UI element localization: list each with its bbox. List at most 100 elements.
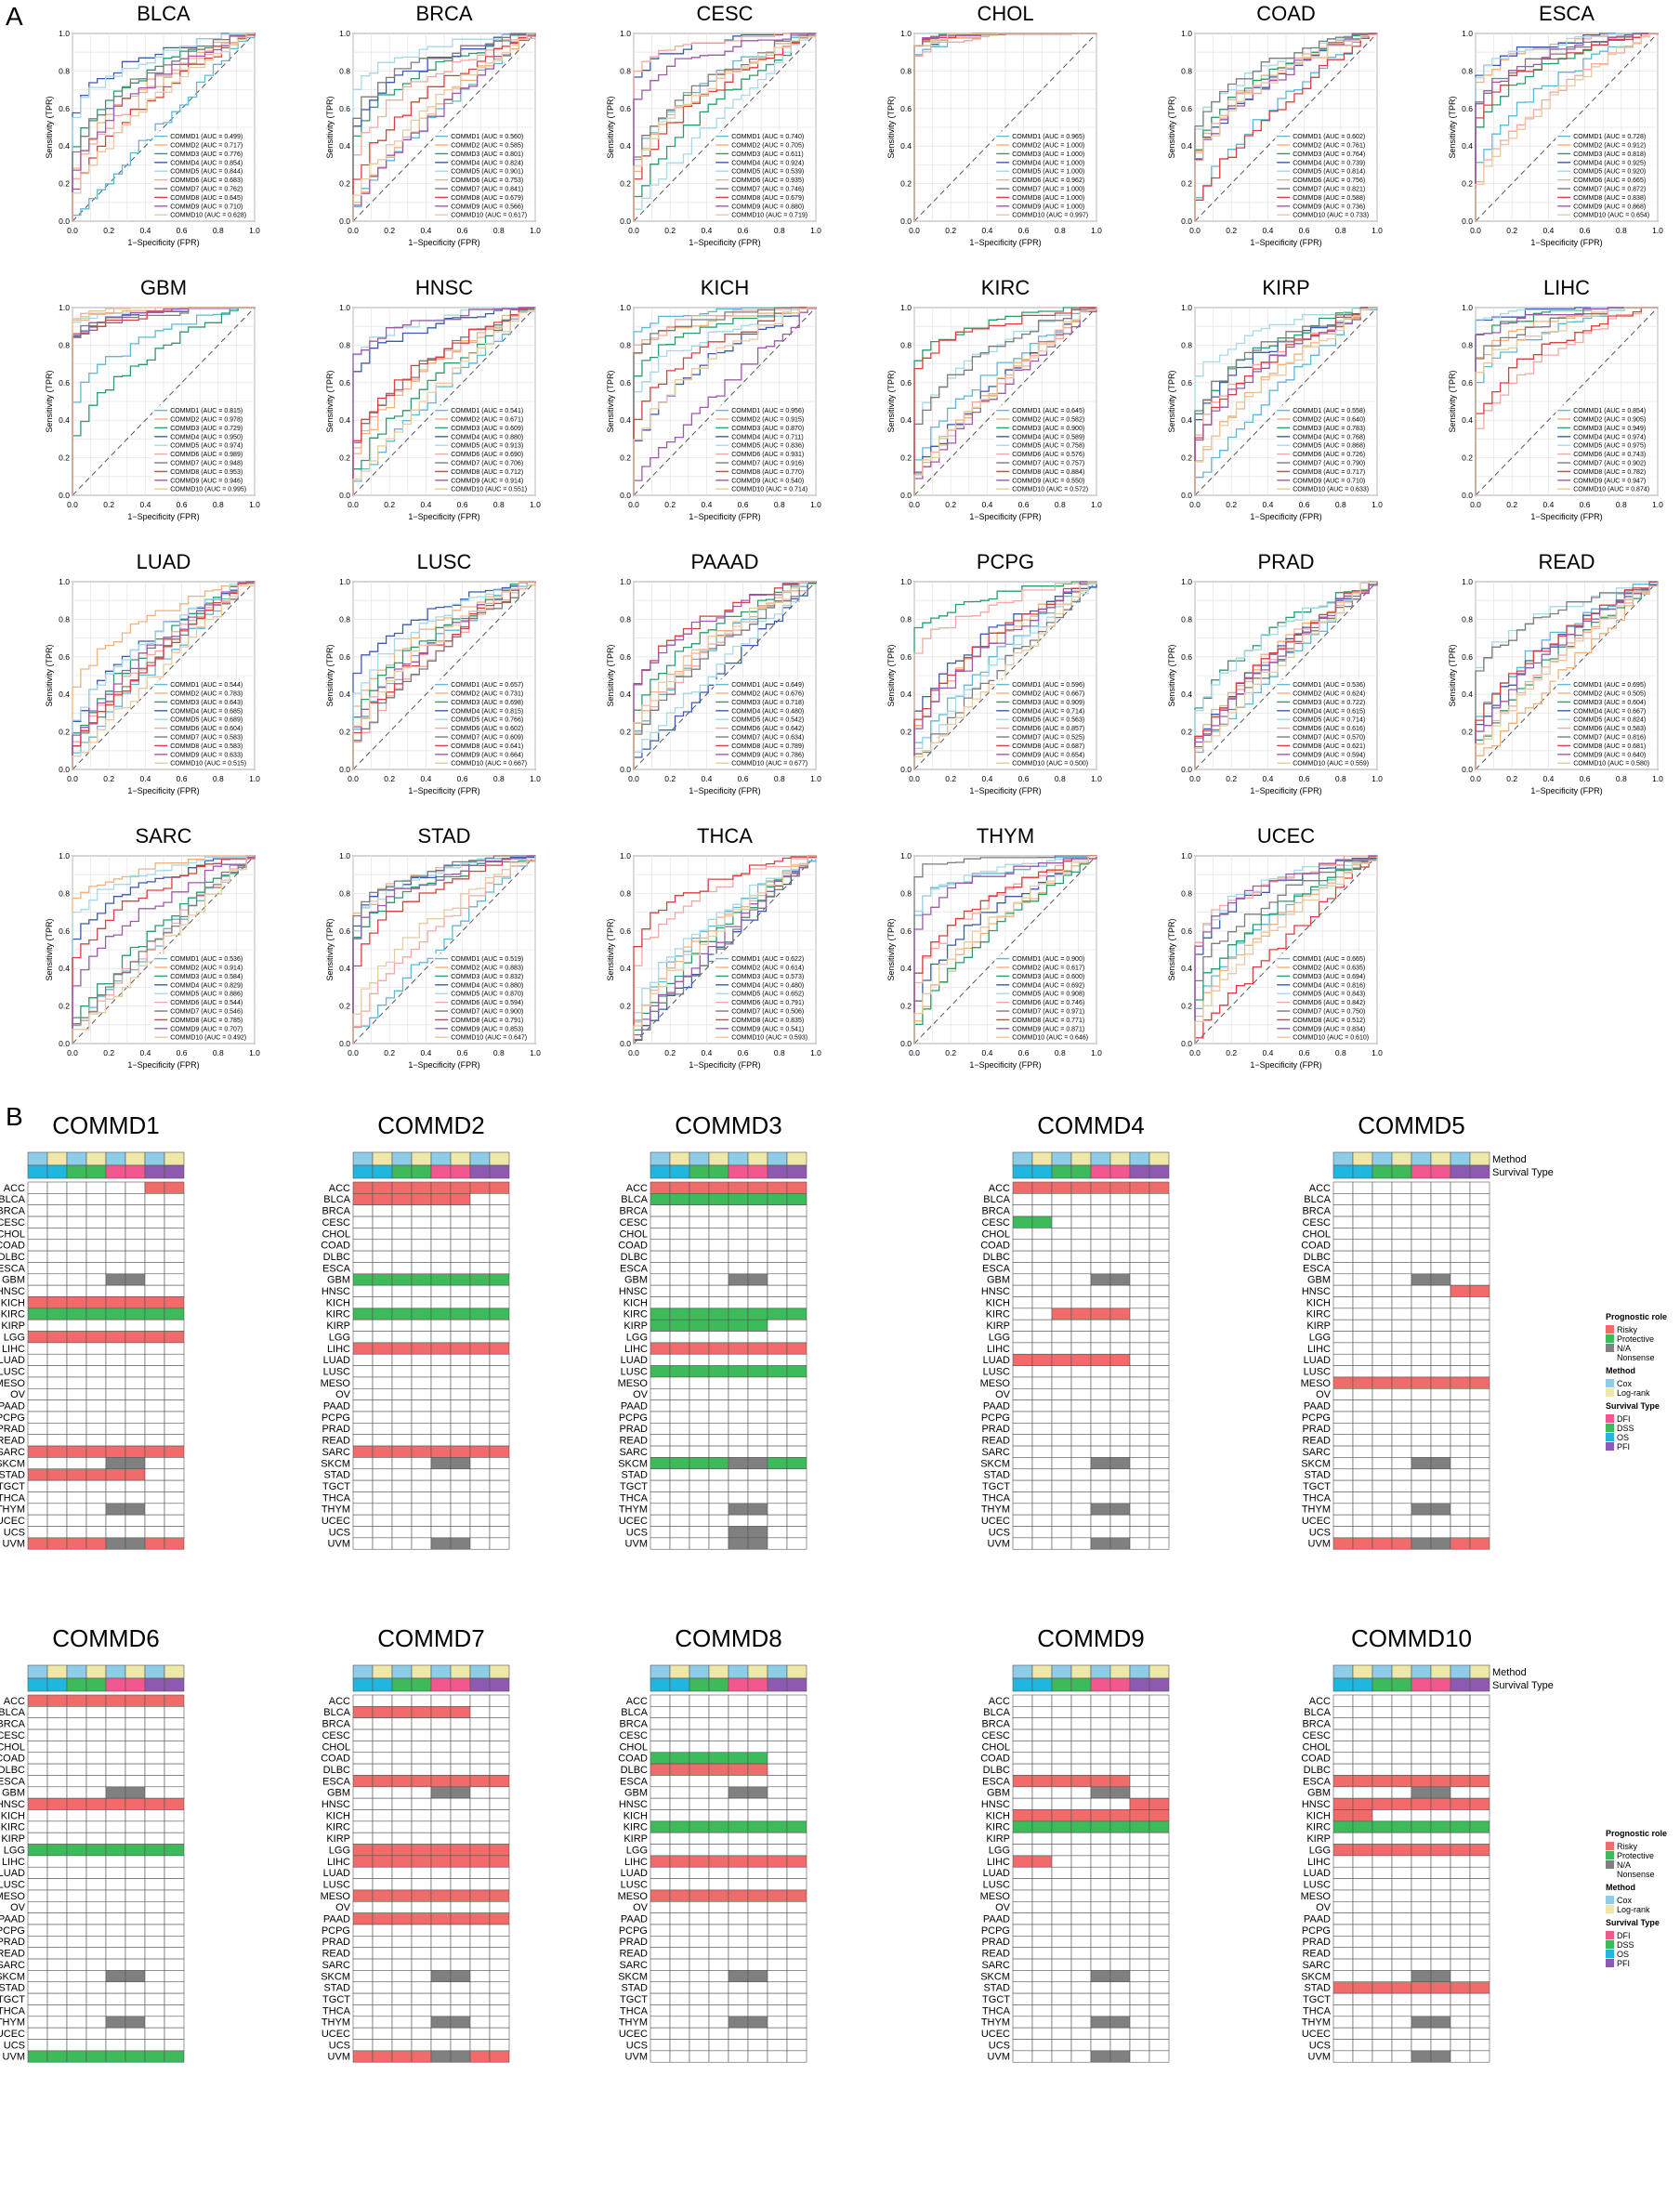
cancer-label: COAD: [618, 1754, 648, 1765]
heat-cell: [125, 1728, 146, 1741]
legend-entry: COMMD8 (AUC = 0.785): [170, 1018, 243, 1024]
heat-cell: [689, 1958, 710, 1971]
x-tick-label: 1.0: [530, 226, 541, 235]
heat-cell: [105, 1889, 126, 1902]
heat-cell: [125, 1387, 146, 1400]
legend-entry: COMMD3 (AUC = 0.694): [1293, 974, 1365, 980]
heat-cell: [125, 2050, 146, 2063]
heat-cell: [1430, 1970, 1451, 1983]
heat-cell: [1129, 1763, 1150, 1776]
heat-cell: [85, 1889, 107, 1902]
heat-cell: [650, 1717, 671, 1730]
heat-cell: [164, 1250, 185, 1263]
legend-entry: COMMD4 (AUC = 0.692): [1012, 982, 1084, 989]
heat-cell: [85, 2027, 107, 2040]
heat-cell: [1450, 1307, 1471, 1320]
heat-cell: [767, 1694, 788, 1707]
survival-row-label: Survival Type: [1492, 1680, 1554, 1691]
x-tick-label: 0.4: [420, 774, 431, 783]
legend-entry: COMMD6 (AUC = 0.842): [1293, 1000, 1365, 1006]
heat-cell: [747, 1399, 768, 1412]
heat-cell: [144, 1250, 165, 1263]
heat-cell: [1031, 1741, 1053, 1754]
x-tick-label: 1.0: [1091, 226, 1102, 235]
legend-entry: COMMD5 (AUC = 0.868): [1293, 443, 1365, 450]
heat-cell: [430, 1752, 452, 1765]
heat-cell: [1332, 1273, 1354, 1286]
cancer-label: HNSC: [981, 1286, 1010, 1297]
legend-entry: COMMD5 (AUC = 0.975): [1573, 443, 1646, 450]
heat-cell: [747, 1319, 768, 1332]
heat-cell: [85, 1262, 107, 1275]
heat-cell: [46, 1423, 68, 1436]
heat-cell: [786, 1809, 807, 1822]
survival-type-cell: [430, 1164, 452, 1179]
heat-cell: [66, 1878, 87, 1891]
heat-cell: [1070, 2050, 1092, 2063]
heat-cell: [144, 1936, 165, 1949]
heat-cell: [1148, 1215, 1170, 1228]
heat-cell: [669, 1411, 690, 1424]
heat-cell: [1109, 1537, 1131, 1550]
heat-cell: [1070, 1468, 1092, 1481]
heat-cell: [352, 1797, 374, 1810]
heat-cell: [1090, 1832, 1111, 1845]
heat-cell: [66, 1387, 87, 1400]
heat-cell: [1129, 1411, 1150, 1424]
cancer-label: SARC: [981, 1447, 1010, 1458]
heat-cell: [1450, 1445, 1471, 1458]
heat-cell: [689, 1445, 710, 1458]
heat-cell: [1148, 1365, 1170, 1378]
cancer-label: KIRP: [1, 1320, 25, 1332]
heat-cell: [391, 1936, 413, 1949]
heat-cell: [391, 1296, 413, 1309]
y-tick-label: 0.6: [59, 104, 70, 113]
legend-entry: COMMD6 (AUC = 0.962): [1012, 177, 1084, 184]
heat-cell: [1148, 1992, 1170, 2005]
legend-label: Risky: [1617, 1325, 1637, 1334]
heat-cell: [46, 2027, 68, 2040]
heat-cell: [105, 1468, 126, 1481]
legend-swatch: [1606, 1950, 1614, 1958]
heat-cell: [85, 1445, 107, 1458]
heat-cell: [1148, 1809, 1170, 1822]
legend-label: PFI: [1617, 1959, 1630, 1968]
heat-cell: [66, 1820, 87, 1833]
heat-cell: [1372, 1434, 1393, 1447]
legend-bg: [714, 131, 815, 221]
heat-cell: [1070, 1353, 1092, 1366]
x-tick-label: 0.8: [213, 226, 224, 235]
y-tick-label: 1.0: [620, 577, 631, 586]
heat-cell: [1109, 1319, 1131, 1332]
heat-cell: [689, 1411, 710, 1424]
heat-cell: [747, 1468, 768, 1481]
cancer-label: UCS: [626, 1527, 648, 1538]
legend-label: Log-rank: [1617, 1388, 1650, 1398]
heat-cell: [708, 1319, 729, 1332]
heat-cell: [352, 1411, 374, 1424]
heat-cell: [489, 1947, 510, 1960]
cancer-label: DLBC: [983, 1252, 1010, 1263]
survival-type-cell: [430, 1677, 452, 1692]
heat-cell: [430, 1181, 452, 1194]
heat-cell: [786, 1365, 807, 1378]
legend-entry: COMMD4 (AUC = 0.685): [170, 708, 243, 715]
heat-cell: [430, 1239, 452, 1252]
heat-cell: [411, 1855, 432, 1868]
heat-cell: [372, 1445, 393, 1458]
heat-cell: [1129, 1820, 1150, 1833]
cancer-label: KICH: [1306, 1297, 1331, 1308]
heat-cell: [669, 2039, 690, 2052]
heat-cell: [1391, 2039, 1412, 2052]
cancer-label: UCEC: [322, 2029, 350, 2040]
heat-cell: [708, 1307, 729, 1320]
heat-cell: [372, 1411, 393, 1424]
heat-cell: [1450, 1717, 1471, 1730]
y-tick-label: 0.2: [1181, 1002, 1192, 1011]
heat-cell: [1352, 1365, 1373, 1378]
heat-cell: [66, 1855, 87, 1868]
heat-cell: [1051, 1331, 1072, 1344]
heat-cell: [430, 1319, 452, 1332]
heat-cell: [391, 1457, 413, 1470]
heat-cell: [430, 1445, 452, 1458]
